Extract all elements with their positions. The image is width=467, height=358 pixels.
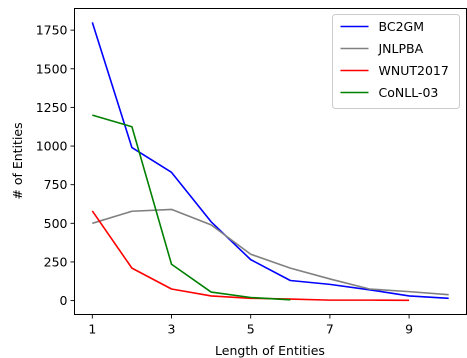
y-tick-label-6: 1500 bbox=[36, 61, 68, 76]
legend-box bbox=[332, 14, 460, 109]
x-tick-label-2: 5 bbox=[247, 322, 255, 337]
x-tick-label-0: 1 bbox=[88, 322, 96, 337]
x-axis: 1 3 5 7 9 bbox=[88, 314, 413, 337]
x-tick-label-3: 7 bbox=[326, 322, 334, 337]
y-tick-label-5: 1250 bbox=[36, 100, 68, 115]
series-line-0 bbox=[91, 22, 449, 300]
legend: BC2GM JNLPBA WNUT2017 CoNLL-03 bbox=[332, 14, 460, 109]
series-line-1 bbox=[92, 208, 449, 296]
legend-label-1: JNLPBA bbox=[378, 41, 424, 56]
y-tick-label-1: 250 bbox=[44, 254, 68, 269]
x-tick-label-4: 9 bbox=[405, 322, 413, 337]
series-line-3 bbox=[92, 114, 291, 301]
legend-label-0: BC2GM bbox=[379, 19, 425, 34]
y-axis-label: # of Entities bbox=[10, 122, 25, 199]
x-tick-label-1: 3 bbox=[168, 322, 176, 337]
legend-label-2: WNUT2017 bbox=[379, 63, 449, 78]
y-axis: 0 250 500 750 1000 1250 1500 1750 bbox=[36, 23, 75, 308]
x-axis-label: Length of Entities bbox=[215, 343, 325, 358]
y-tick-label-0: 0 bbox=[60, 293, 68, 308]
legend-label-3: CoNLL-03 bbox=[379, 85, 439, 100]
series-lines bbox=[91, 22, 449, 302]
y-tick-label-2: 500 bbox=[44, 216, 68, 231]
y-tick-label-4: 1000 bbox=[36, 139, 68, 154]
y-tick-label-3: 750 bbox=[44, 177, 68, 192]
y-tick-label-7: 1750 bbox=[36, 23, 68, 38]
